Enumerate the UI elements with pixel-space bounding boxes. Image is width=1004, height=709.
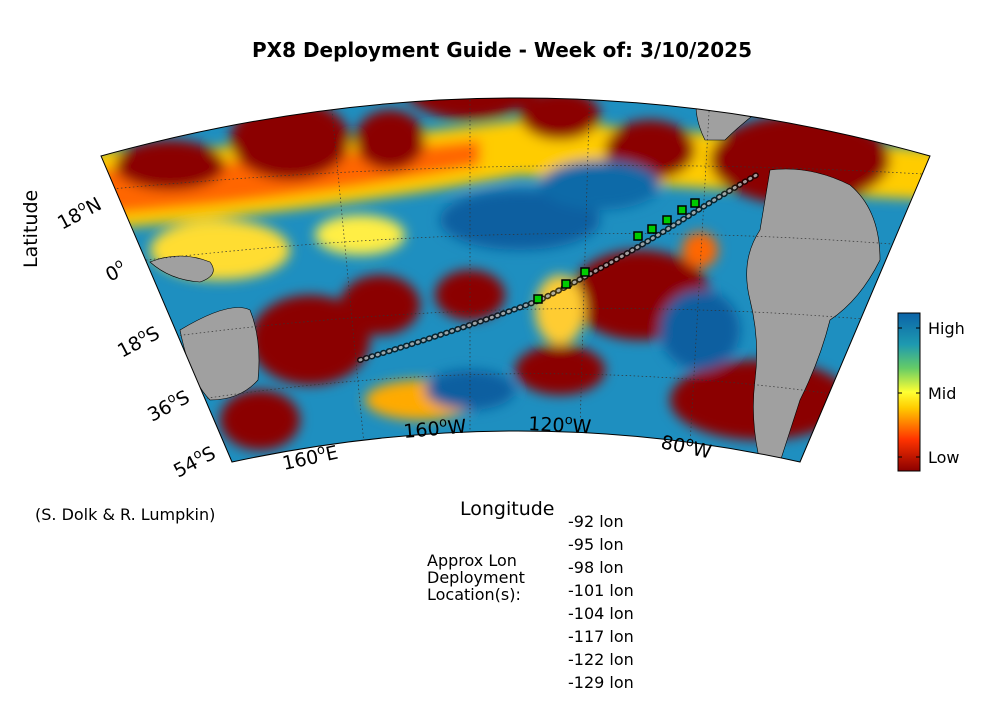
deployment-lon: -117 lon [568,627,634,646]
map-frame [100,97,931,463]
lat-tick: 0o [101,256,130,287]
deployment-lon-list: -92 lon -95 lon -98 lon -101 lon -104 lo… [568,510,634,694]
lat-tick: 18oN [53,191,105,234]
deployment-label-line: Deployment [427,568,525,587]
lon-tick: 120oW [528,411,592,438]
colorbar-ticks [898,327,920,458]
deployment-lon: -122 lon [568,650,634,669]
lon-tick: 80oW [659,429,714,463]
lon-tick: 160oW [402,414,467,443]
colorbar-low-label: Low [928,448,960,467]
deployment-lon: -98 lon [568,558,624,577]
deployment-marker [633,231,643,241]
colorbar-high-label: High [928,319,965,338]
deployment-label: Approx Lon Deployment Location(s): [427,552,525,603]
x-axis-label: Longitude [460,498,555,520]
lat-tick: 18oS [113,320,163,362]
colorbar-mid-label: Mid [928,384,957,403]
deployment-label-line: Approx Lon [427,551,517,570]
deployment-marker [647,224,657,234]
deployment-marker [561,279,571,289]
y-axis-label: Latitude [20,189,42,268]
deployment-marker [677,205,687,215]
deployment-lon: -104 lon [568,604,634,623]
colorbar [897,312,921,472]
deployment-marker [662,215,672,225]
deployment-markers [533,198,700,304]
deployment-marker [690,198,700,208]
credit-text: (S. Dolk & R. Lumpkin) [35,505,216,524]
deployment-marker [533,294,543,304]
lat-tick: 36oS [143,384,193,426]
deployment-lon: -95 lon [568,535,624,554]
deployment-lon: -101 lon [568,581,634,600]
deployment-lon: -92 lon [568,512,624,531]
lat-tick: 54oS [169,440,219,482]
deployment-lon: -129 lon [568,673,634,692]
data-field [101,98,930,462]
deployment-marker [580,267,590,277]
track-line [357,170,763,363]
deployment-label-line: Location(s): [427,585,521,604]
map-title: PX8 Deployment Guide - Week of: 3/10/202… [251,38,753,62]
